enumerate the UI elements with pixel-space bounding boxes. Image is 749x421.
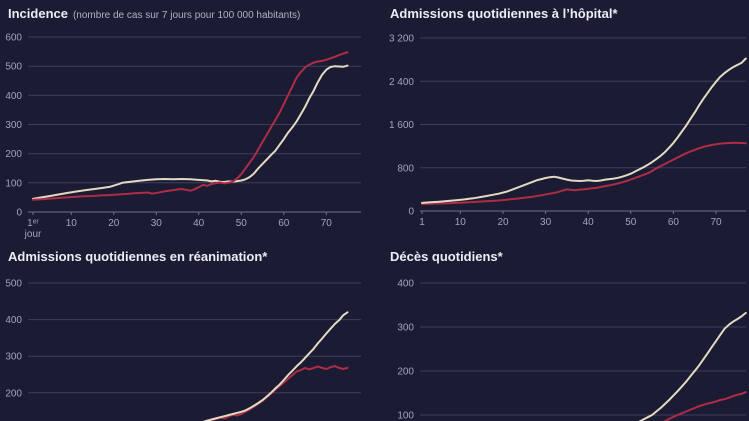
svg-text:0: 0 — [16, 208, 22, 219]
svg-text:60: 60 — [278, 218, 290, 229]
cream-line — [32, 64, 349, 200]
incidence-title: Incidence (nombre de cas sur 7 jours pou… — [8, 6, 300, 21]
svg-text:400: 400 — [5, 315, 22, 326]
svg-text:400: 400 — [5, 91, 22, 102]
cream-line — [638, 311, 747, 421]
svg-text:100: 100 — [5, 178, 22, 189]
svg-text:200: 200 — [397, 367, 414, 378]
red-line — [663, 391, 747, 421]
svg-text:1ᵉʳ: 1ᵉʳ — [27, 218, 39, 229]
svg-text:50: 50 — [236, 218, 248, 229]
deaths-title: Décès quotidiens* — [390, 249, 503, 264]
svg-text:200: 200 — [5, 388, 22, 399]
svg-text:100: 100 — [397, 411, 414, 421]
svg-text:10: 10 — [66, 218, 78, 229]
svg-text:300: 300 — [5, 120, 22, 131]
svg-text:50: 50 — [625, 217, 637, 228]
svg-text:500: 500 — [5, 279, 22, 290]
svg-text:1: 1 — [419, 217, 425, 228]
svg-text:40: 40 — [193, 218, 205, 229]
icu-title-main: Admissions quotidiennes en réanimation* — [8, 249, 268, 264]
svg-text:30: 30 — [151, 218, 163, 229]
svg-text:10: 10 — [455, 217, 467, 228]
icu-admissions-chart: 200 300 400 500 — [5, 279, 361, 421]
svg-text:800: 800 — [397, 163, 414, 174]
incidence-title-subtitle: (nombre de cas sur 7 jours pour 100 000 … — [72, 10, 301, 21]
svg-text:300: 300 — [5, 352, 22, 363]
red-line — [204, 365, 349, 421]
svg-text:300: 300 — [397, 323, 414, 334]
svg-text:600: 600 — [5, 33, 22, 44]
cream-line — [202, 311, 349, 421]
svg-text:0: 0 — [408, 207, 414, 218]
deaths-title-main: Décès quotidiens* — [390, 249, 503, 264]
svg-text:40: 40 — [583, 217, 595, 228]
incidence-title-main: Incidence — [8, 6, 68, 21]
svg-text:3 200: 3 200 — [389, 34, 414, 45]
svg-text:70: 70 — [321, 218, 333, 229]
hospital-title: Admissions quotidiennes à l’hôpital* — [390, 6, 618, 21]
svg-text:400: 400 — [397, 279, 414, 290]
red-line — [421, 141, 747, 205]
svg-text:jour: jour — [24, 229, 42, 240]
svg-text:60: 60 — [668, 217, 680, 228]
svg-text:200: 200 — [5, 149, 22, 160]
svg-text:2 400: 2 400 — [389, 77, 414, 88]
svg-text:30: 30 — [540, 217, 552, 228]
svg-text:20: 20 — [497, 217, 509, 228]
hospital-title-main: Admissions quotidiennes à l’hôpital* — [390, 6, 618, 21]
red-line — [32, 51, 349, 201]
svg-text:500: 500 — [5, 62, 22, 73]
svg-text:70: 70 — [710, 217, 722, 228]
icu-title: Admissions quotidiennes en réanimation* — [8, 249, 267, 264]
daily-deaths-chart: 100 200 300 400 — [397, 279, 747, 421]
svg-text:20: 20 — [108, 218, 120, 229]
svg-text:1 600: 1 600 — [389, 120, 414, 131]
cream-line — [421, 57, 747, 204]
